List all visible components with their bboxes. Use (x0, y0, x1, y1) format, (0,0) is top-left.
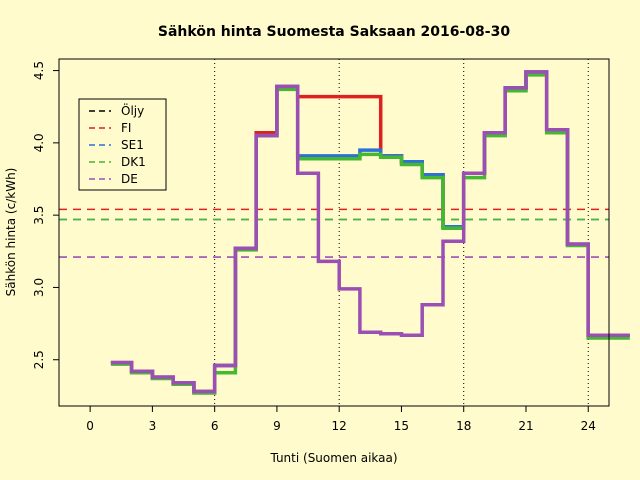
y-tick-label: 2.5 (32, 350, 46, 369)
x-axis-label: Tunti (Suomen aikaa) (269, 451, 397, 465)
legend-label: SE1 (121, 138, 144, 152)
legend: Öljy FI SE1 DK1 DE (78, 98, 167, 191)
y-tick-label: 3.0 (32, 278, 46, 297)
y-tick-label: 4.5 (32, 61, 46, 80)
x-axis: 0 3 6 9 12 15 18 21 24 (86, 406, 596, 433)
x-tick-label: 12 (332, 419, 347, 433)
chart-title: Sähkön hinta Suomesta Saksaan 2016-08-30 (158, 24, 510, 40)
reference-lines (59, 208, 609, 258)
series-line-fi (110, 70, 630, 394)
y-tick-label: 4.0 (32, 133, 46, 152)
grid-layer (214, 59, 589, 406)
y-tick-label: 3.5 (32, 206, 46, 225)
series-layer (110, 70, 630, 395)
y-axis: 2.5 3.0 3.5 4.0 4.5 (32, 61, 59, 369)
x-tick-label: 15 (394, 419, 409, 433)
legend-label: FI (121, 121, 131, 135)
legend-label: DE (121, 172, 138, 186)
legend-box (78, 98, 167, 191)
series-line-de (110, 70, 630, 394)
x-tick-label: 9 (273, 419, 281, 433)
plot-frame (58, 58, 610, 407)
x-tick-label: 24 (581, 419, 596, 433)
legend-label: DK1 (121, 155, 146, 169)
x-tick-label: 0 (86, 419, 94, 433)
y-axis-label: Sähkön hinta (c/kWh) (4, 168, 18, 297)
x-tick-label: 18 (456, 419, 471, 433)
series-line-dk1 (110, 73, 630, 395)
x-tick-label: 6 (211, 419, 219, 433)
series-line-se1 (110, 70, 630, 394)
x-tick-label: 3 (149, 419, 157, 433)
x-tick-label: 21 (518, 419, 533, 433)
legend-label: Öljy (121, 102, 144, 118)
